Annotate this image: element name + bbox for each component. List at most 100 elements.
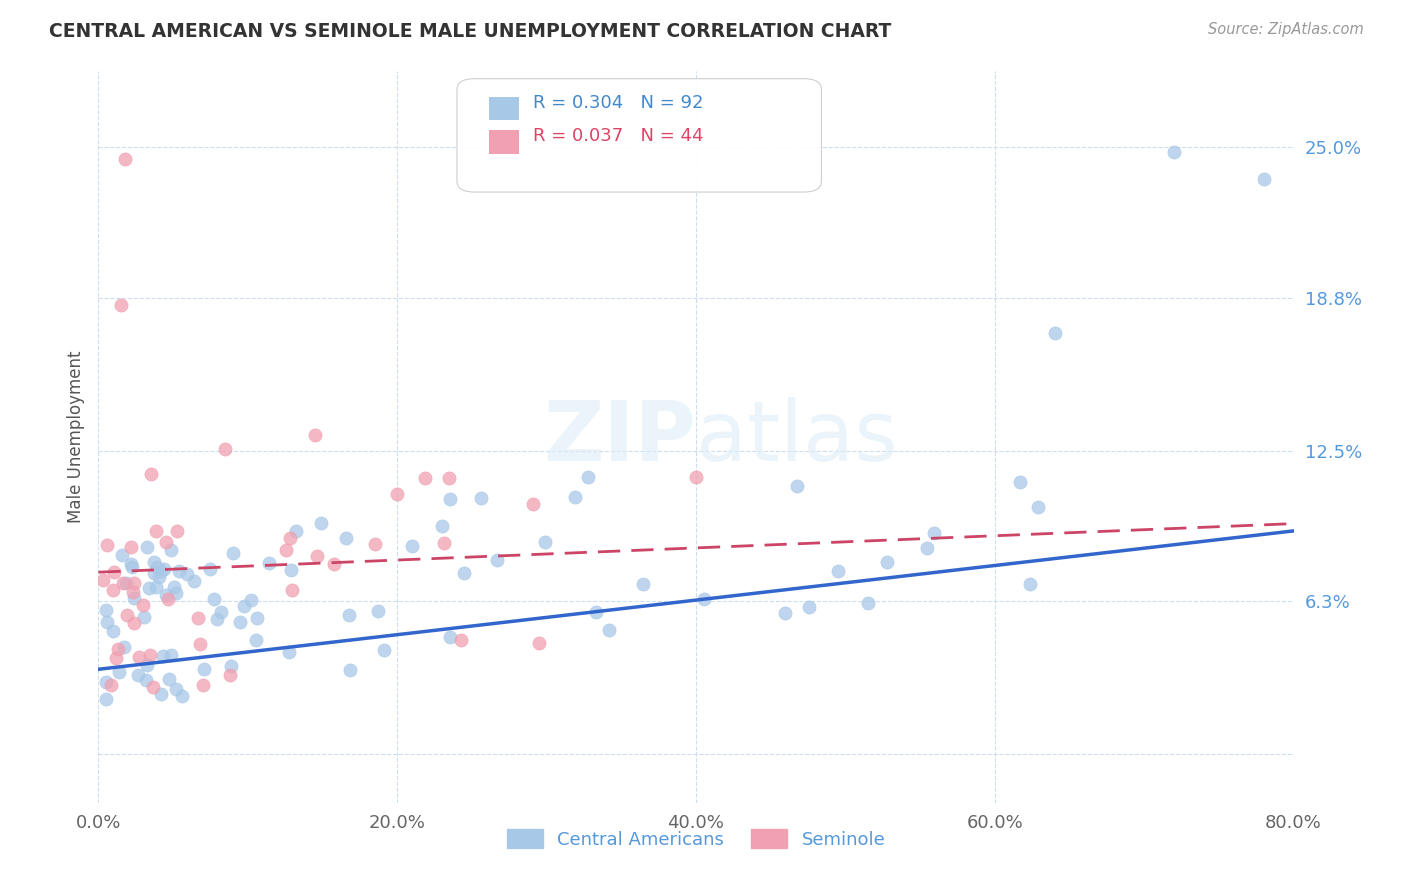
Point bbox=[138, 581, 160, 595]
Point bbox=[277, 645, 299, 659]
Point bbox=[110, 298, 132, 312]
Point bbox=[145, 559, 167, 574]
Point bbox=[150, 687, 173, 701]
Point bbox=[132, 610, 155, 624]
Point bbox=[1163, 145, 1185, 159]
Point bbox=[453, 566, 475, 581]
Point bbox=[827, 564, 849, 578]
Point bbox=[96, 538, 118, 552]
Point bbox=[246, 610, 269, 624]
Point bbox=[214, 442, 236, 456]
Point bbox=[139, 467, 162, 482]
Point bbox=[94, 603, 117, 617]
Text: atlas: atlas bbox=[696, 397, 897, 477]
Point bbox=[522, 497, 544, 511]
Point bbox=[450, 633, 472, 648]
Bar bbox=[489, 96, 519, 120]
Point bbox=[142, 680, 165, 694]
Point bbox=[222, 545, 245, 559]
Point bbox=[111, 576, 134, 591]
Point bbox=[685, 470, 707, 484]
FancyBboxPatch shape bbox=[457, 78, 821, 192]
Point bbox=[322, 558, 344, 572]
Point bbox=[135, 673, 157, 687]
Point bbox=[209, 606, 232, 620]
Point bbox=[103, 566, 125, 580]
Point bbox=[145, 524, 167, 538]
Point bbox=[200, 562, 222, 576]
Point bbox=[139, 648, 162, 662]
Point bbox=[94, 674, 117, 689]
Bar bbox=[489, 130, 519, 154]
Point bbox=[187, 610, 209, 624]
Point bbox=[1018, 576, 1040, 591]
Point bbox=[96, 615, 118, 630]
Point bbox=[91, 573, 114, 587]
Point bbox=[121, 560, 143, 574]
Point bbox=[304, 428, 326, 442]
Point bbox=[157, 672, 180, 686]
Point bbox=[229, 615, 252, 630]
Point bbox=[922, 525, 945, 540]
Point bbox=[433, 536, 456, 550]
Point bbox=[111, 548, 134, 562]
Point bbox=[156, 592, 179, 607]
Text: R = 0.304   N = 92: R = 0.304 N = 92 bbox=[533, 94, 704, 112]
Point bbox=[486, 553, 509, 567]
Point bbox=[176, 566, 198, 581]
Point bbox=[534, 534, 557, 549]
Point bbox=[202, 591, 225, 606]
Point bbox=[190, 637, 212, 651]
Point bbox=[165, 682, 187, 697]
Point bbox=[103, 624, 125, 639]
Point bbox=[219, 668, 242, 682]
Point bbox=[155, 535, 177, 549]
Text: R = 0.037   N = 44: R = 0.037 N = 44 bbox=[533, 128, 704, 145]
Point bbox=[120, 558, 142, 572]
Point bbox=[585, 605, 607, 619]
Point bbox=[564, 490, 586, 504]
Point bbox=[1253, 172, 1275, 186]
Point bbox=[163, 580, 186, 594]
Point bbox=[337, 607, 360, 622]
Point bbox=[280, 562, 302, 576]
Point bbox=[856, 596, 879, 610]
Point bbox=[367, 604, 389, 618]
Point bbox=[120, 540, 142, 554]
Point bbox=[385, 487, 409, 501]
Point bbox=[193, 662, 215, 676]
Point bbox=[143, 566, 166, 580]
Point bbox=[311, 516, 333, 530]
Point bbox=[145, 580, 167, 594]
Point bbox=[115, 608, 138, 623]
Point bbox=[437, 470, 460, 484]
Point bbox=[219, 659, 242, 673]
Point bbox=[1010, 475, 1032, 489]
Point bbox=[257, 557, 280, 571]
Point bbox=[104, 651, 127, 665]
Point bbox=[207, 612, 229, 626]
Point bbox=[527, 636, 550, 650]
Point bbox=[135, 540, 157, 554]
Point bbox=[786, 479, 808, 493]
Point bbox=[432, 519, 454, 533]
Point bbox=[470, 491, 492, 505]
Point bbox=[797, 599, 820, 614]
Point bbox=[152, 649, 174, 664]
Point bbox=[166, 524, 188, 538]
Point bbox=[127, 668, 149, 682]
Point bbox=[1026, 500, 1049, 514]
Point bbox=[1043, 326, 1066, 341]
Text: Source: ZipAtlas.com: Source: ZipAtlas.com bbox=[1208, 22, 1364, 37]
Point bbox=[232, 599, 254, 613]
Point bbox=[413, 471, 436, 485]
Point bbox=[114, 152, 136, 166]
Point bbox=[693, 591, 716, 606]
Point bbox=[631, 577, 654, 591]
Point bbox=[150, 564, 173, 578]
Point bbox=[191, 678, 214, 692]
Point bbox=[160, 648, 183, 662]
Point bbox=[169, 565, 191, 579]
Text: ZIP: ZIP bbox=[544, 397, 696, 477]
Point bbox=[124, 616, 146, 631]
